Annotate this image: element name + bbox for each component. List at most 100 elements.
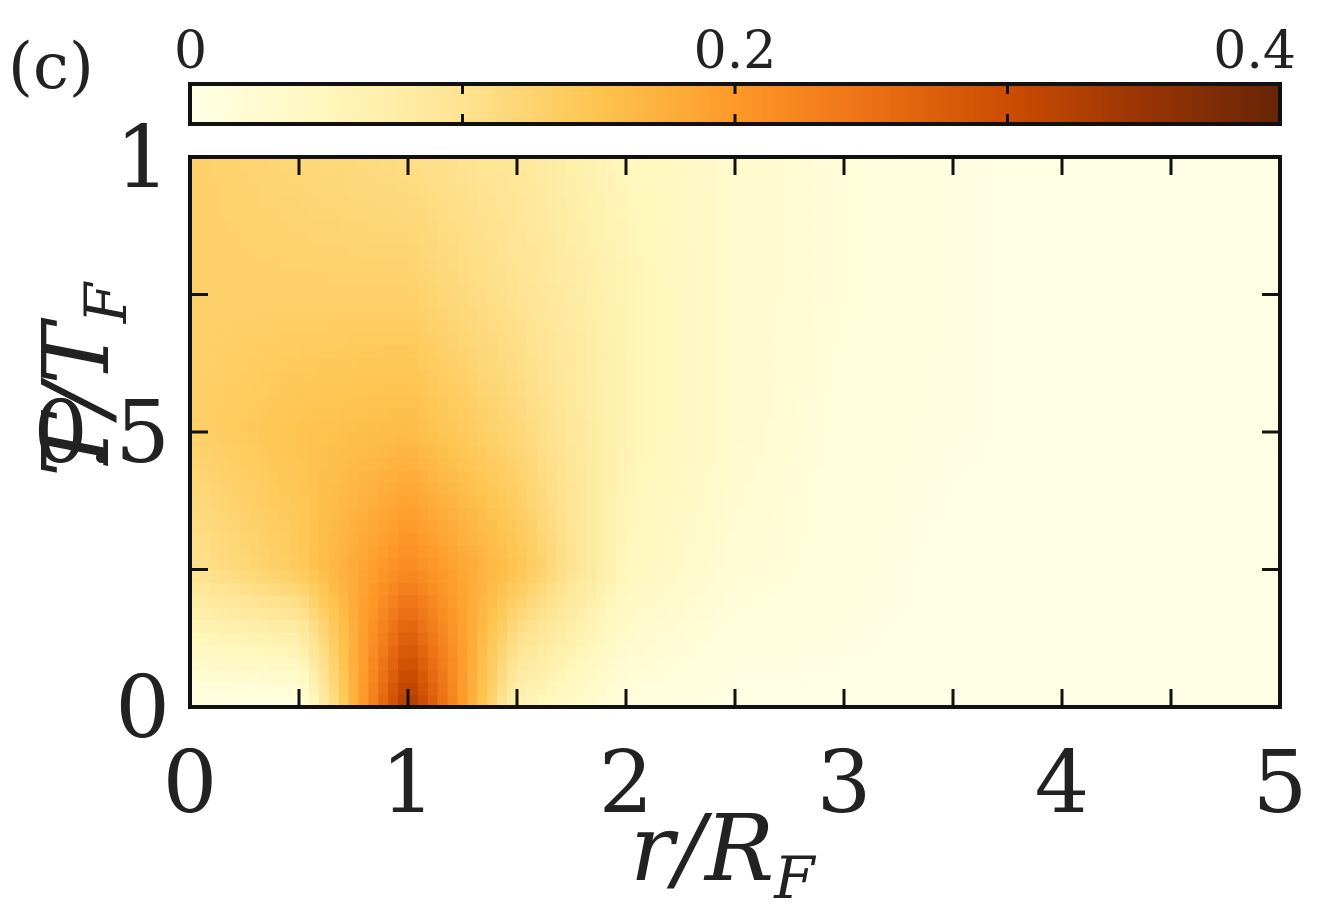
heatmap-cell	[566, 644, 578, 658]
heatmap-cell	[1220, 694, 1232, 707]
heatmap-cell	[279, 244, 290, 258]
heatmap-cell	[754, 357, 766, 371]
heatmap-cell	[903, 407, 915, 421]
heatmap-cell	[1052, 682, 1063, 696]
heatmap-cell	[1071, 532, 1083, 546]
heatmap-cell	[675, 494, 687, 508]
heatmap-cell	[883, 619, 895, 633]
heatmap-cell	[863, 457, 875, 471]
heatmap-cell	[497, 494, 508, 508]
heatmap-cell	[953, 419, 964, 433]
heatmap-cell	[1022, 207, 1034, 221]
heatmap-cell	[596, 432, 607, 446]
heatmap-cell	[873, 444, 885, 458]
heatmap-cell	[655, 407, 667, 421]
heatmap-cell	[467, 419, 479, 433]
heatmap-cell	[576, 632, 588, 646]
heatmap-cell	[467, 594, 479, 608]
heatmap-cell	[1022, 169, 1034, 183]
heatmap-cell	[1062, 582, 1073, 596]
heatmap-cell	[318, 394, 330, 408]
heatmap-cell	[1141, 419, 1152, 433]
heatmap-cell	[1022, 519, 1034, 533]
heatmap-cell	[645, 244, 657, 258]
heatmap-cell	[873, 294, 885, 308]
heatmap-cell	[1240, 319, 1252, 333]
heatmap-cell	[368, 419, 380, 433]
heatmap-cell	[447, 482, 459, 496]
heatmap-cell	[685, 357, 697, 371]
heatmap-cell	[576, 319, 588, 333]
heatmap-cell	[685, 532, 697, 546]
heatmap-cell	[308, 582, 320, 596]
heatmap-cell	[665, 207, 677, 221]
heatmap-cell	[992, 482, 1004, 496]
heatmap-cell	[943, 582, 954, 596]
heatmap-cell	[725, 682, 736, 696]
heatmap-cell	[299, 682, 310, 696]
heatmap-cell	[735, 294, 746, 308]
heatmap-cell	[1042, 407, 1053, 421]
heatmap-cell	[953, 244, 964, 258]
heatmap-cell	[190, 557, 201, 571]
heatmap-cell	[437, 407, 449, 421]
heatmap-cell	[1210, 194, 1222, 208]
heatmap-cell	[1220, 594, 1232, 608]
heatmap-cell	[576, 332, 588, 346]
heatmap-cell	[1002, 294, 1014, 308]
heatmap-cell	[1220, 557, 1232, 571]
heatmap-cell	[705, 157, 716, 171]
heatmap-cell	[596, 182, 607, 196]
heatmap-cell	[328, 307, 340, 321]
heatmap-cell	[358, 157, 370, 171]
heatmap-cell	[209, 344, 221, 358]
heatmap-cell	[437, 682, 449, 696]
heatmap-cell	[764, 369, 776, 383]
heatmap-cell	[348, 532, 360, 546]
heatmap-cell	[447, 682, 459, 696]
heatmap-cell	[744, 307, 756, 321]
heatmap-cell	[398, 619, 409, 633]
heatmap-cell	[447, 532, 459, 546]
heatmap-cell	[388, 219, 399, 233]
heatmap-cell	[784, 594, 796, 608]
heatmap-cell	[754, 607, 766, 621]
heatmap-cell	[1240, 294, 1252, 308]
heatmap-cell	[199, 669, 211, 683]
heatmap-cell	[784, 344, 796, 358]
heatmap-cell	[269, 382, 280, 396]
heatmap-cell	[219, 219, 231, 233]
heatmap-cell	[844, 682, 855, 696]
heatmap-cell	[616, 594, 627, 608]
heatmap-cell	[1101, 619, 1113, 633]
heatmap-cell	[754, 182, 766, 196]
heatmap-cell	[735, 207, 746, 221]
heatmap-cell	[844, 369, 855, 383]
heatmap-cell	[1151, 219, 1162, 233]
heatmap-cell	[814, 419, 825, 433]
heatmap-cell	[487, 357, 498, 371]
heatmap-cell	[398, 557, 409, 571]
heatmap-cell	[853, 519, 865, 533]
heatmap-cell	[556, 319, 568, 333]
heatmap-cell	[299, 382, 310, 396]
heatmap-cell	[665, 482, 677, 496]
heatmap-cell	[1081, 382, 1093, 396]
heatmap-cell	[338, 344, 350, 358]
heatmap-cell	[784, 169, 796, 183]
heatmap-cell	[774, 494, 786, 508]
heatmap-cell	[1101, 307, 1113, 321]
heatmap-cell	[774, 444, 786, 458]
heatmap-cell	[844, 257, 855, 271]
heatmap-cell	[398, 307, 409, 321]
heatmap-cell	[873, 494, 885, 508]
heatmap-cell	[1171, 469, 1182, 483]
heatmap-cell	[517, 194, 528, 208]
heatmap-cell	[635, 182, 647, 196]
heatmap-cell	[744, 157, 756, 171]
heatmap-cell	[1091, 444, 1103, 458]
heatmap-cell	[913, 232, 925, 246]
heatmap-cell	[774, 319, 786, 333]
heatmap-cell	[1180, 557, 1192, 571]
heatmap-cell	[943, 207, 954, 221]
